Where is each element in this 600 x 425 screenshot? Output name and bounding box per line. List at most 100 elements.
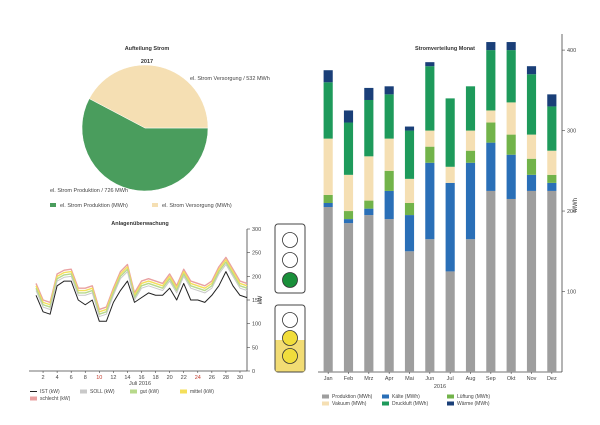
bar-segment-nov-druckluft (526, 74, 537, 135)
bar-chart-title: Stromverteilung Monat (415, 46, 475, 52)
bar-ytick-label: 300 (567, 129, 576, 135)
bar-segment-dez-lüftung (547, 174, 557, 183)
line-xtick-label: 16 (138, 375, 144, 381)
bar-segment-apr-produktion (384, 219, 394, 372)
bar-legend-swatch-druckluft (382, 401, 389, 406)
pie-chart (81, 64, 209, 192)
pie-legend-swatch-supply (152, 203, 158, 207)
bar-segment-apr-vakuum (384, 138, 394, 171)
bar-legend-swatch-lüftung (447, 394, 454, 399)
bar-segment-dez-wärme (547, 94, 557, 107)
bar-segment-mai-lüftung (404, 203, 415, 216)
bar-segment-aug-druckluft (465, 86, 476, 131)
bar-segment-feb-produktion (343, 223, 354, 372)
bar-segment-mrz-kälte (364, 208, 374, 216)
bar-segment-okt-wärme (506, 42, 516, 51)
bar-xtick-label: Nov (527, 376, 537, 382)
bar-xtick-label: Okt (507, 376, 516, 382)
pie-slice-label-supply: el. Strom Versorgung / 532 MWh (190, 76, 270, 82)
line-xtick-label: 4 (56, 375, 59, 381)
line-legend-swatch-soll (80, 389, 87, 394)
bar-segment-aug-produktion (465, 239, 476, 372)
traffic-light-bottom-yellow-lamp (282, 330, 298, 346)
bar-segment-dez-vakuum (547, 150, 557, 175)
bar-xtick-label: Mai (405, 376, 414, 382)
bar-legend-swatch-wärme (447, 401, 454, 406)
line-legend-swatch-gut (130, 389, 137, 394)
bar-legend-swatch-produktion (322, 394, 329, 399)
line-xtick-label: 20 (167, 375, 173, 381)
bar-segment-aug-kälte (465, 162, 476, 240)
bar-ytick-label: 200 (567, 209, 576, 215)
bar-segment-okt-produktion (506, 198, 516, 372)
traffic-light-bottom-red-lamp (282, 312, 298, 328)
bar-chart: 100 200 300 400 Jan Feb Mrz Apr Mai Jun Jul Aug Sep O… (318, 34, 576, 382)
bar-xtick-label: Dez (547, 376, 557, 382)
bar-segment-sep-produktion (486, 190, 496, 372)
pie-legend: el. Strom Produktion (MWh) el. Strom Ver… (50, 203, 232, 209)
bar-segment-mai-vakuum (404, 178, 415, 203)
bar-segment-feb-lüftung (343, 211, 354, 220)
line-ytick-label: 250 (252, 251, 261, 257)
traffic-light-bottom (274, 304, 306, 373)
line-ytick-label: 50 (252, 345, 258, 351)
bar-segment-jul-vakuum (445, 166, 455, 183)
traffic-light-top (274, 223, 306, 294)
bar-segment-mai-produktion (404, 251, 415, 372)
line-legend-label-gut: gut (kW) (140, 389, 159, 395)
bar-segment-jul-kälte (445, 182, 455, 272)
bar-segment-mai-wärme (404, 126, 415, 131)
bar-segment-aug-lüftung (465, 150, 476, 163)
traffic-light-top-green-lamp (282, 272, 298, 288)
bar-xtick-label: Jan (324, 376, 333, 382)
bar-xtick-label: Jun (425, 376, 434, 382)
bar-segment-feb-vakuum (343, 174, 354, 212)
bar-segment-nov-lüftung (526, 158, 537, 175)
line-chart-ylabel: kW (258, 295, 264, 304)
bar-xtick-label: Feb (344, 376, 353, 382)
line-ytick-label: 300 (252, 227, 261, 233)
line-chart-xlabel: Juli 2016 (129, 381, 151, 387)
line-series-mittel (35, 259, 248, 313)
line-series-gut (35, 261, 248, 315)
line-xtick-label: 30 (237, 375, 243, 381)
traffic-light-top-yellow-lamp (282, 252, 298, 268)
line-legend-label-ist: IST (kW) (40, 389, 60, 395)
bar-legend-label-produktion: Produktion (MWh) (332, 394, 373, 400)
pie-slice-supply (88, 64, 209, 129)
pie-slice-production (81, 98, 209, 192)
line-xtick-label: 6 (70, 375, 73, 381)
line-xtick-label: 24 (195, 375, 201, 381)
line-chart-title: Anlagenüberwachung (111, 221, 168, 227)
line-legend-label-mittel: mittel (kW) (190, 389, 214, 395)
bar-ytick-label: 400 (567, 48, 576, 54)
bar-segment-jul-produktion (445, 271, 455, 372)
bar-legend: Produktion (MWh) Kälte (MWh) Lüftung (MWh)… (322, 394, 490, 407)
bar-segment-sep-wärme (486, 42, 496, 51)
bar-legend-swatch-kälte (382, 394, 389, 399)
line-ytick-label: 0 (252, 369, 255, 375)
bar-segment-dez-kälte (547, 182, 557, 191)
bar-chart-ylabel: MWh (573, 198, 579, 212)
pie-legend-label-supply: el. Strom Versorgung (MWh) (162, 203, 232, 209)
bar-segment-mai-kälte (404, 215, 415, 252)
pie-chart-title: Aufteilung Strom (125, 46, 170, 52)
bar-segment-nov-wärme (526, 66, 537, 75)
bar-segment-sep-kälte (486, 142, 496, 191)
bar-segment-sep-lüftung (486, 122, 496, 143)
line-legend-label-soll: SOLL (kW) (90, 389, 115, 395)
line-xtick-label: 22 (181, 375, 187, 381)
line-legend-label-schlecht: schlecht (kW) (40, 396, 71, 402)
bar-segment-mrz-vakuum (364, 156, 374, 201)
bar-legend-swatch-vakuum (322, 401, 329, 406)
line-xtick-label: 10 (96, 375, 102, 381)
bar-segment-mai-druckluft (404, 130, 415, 179)
bar-segment-nov-kälte (526, 174, 537, 191)
line-xtick-label: 28 (223, 375, 229, 381)
traffic-light-top-red-lamp (282, 232, 298, 248)
line-legend: IST (kW) SOLL (kW) gut (kW) mittel (kW) schl… (30, 389, 214, 402)
bar-segment-sep-druckluft (486, 50, 496, 111)
bar-segment-aug-vakuum (465, 130, 476, 151)
line-xtick-label: 12 (110, 375, 116, 381)
